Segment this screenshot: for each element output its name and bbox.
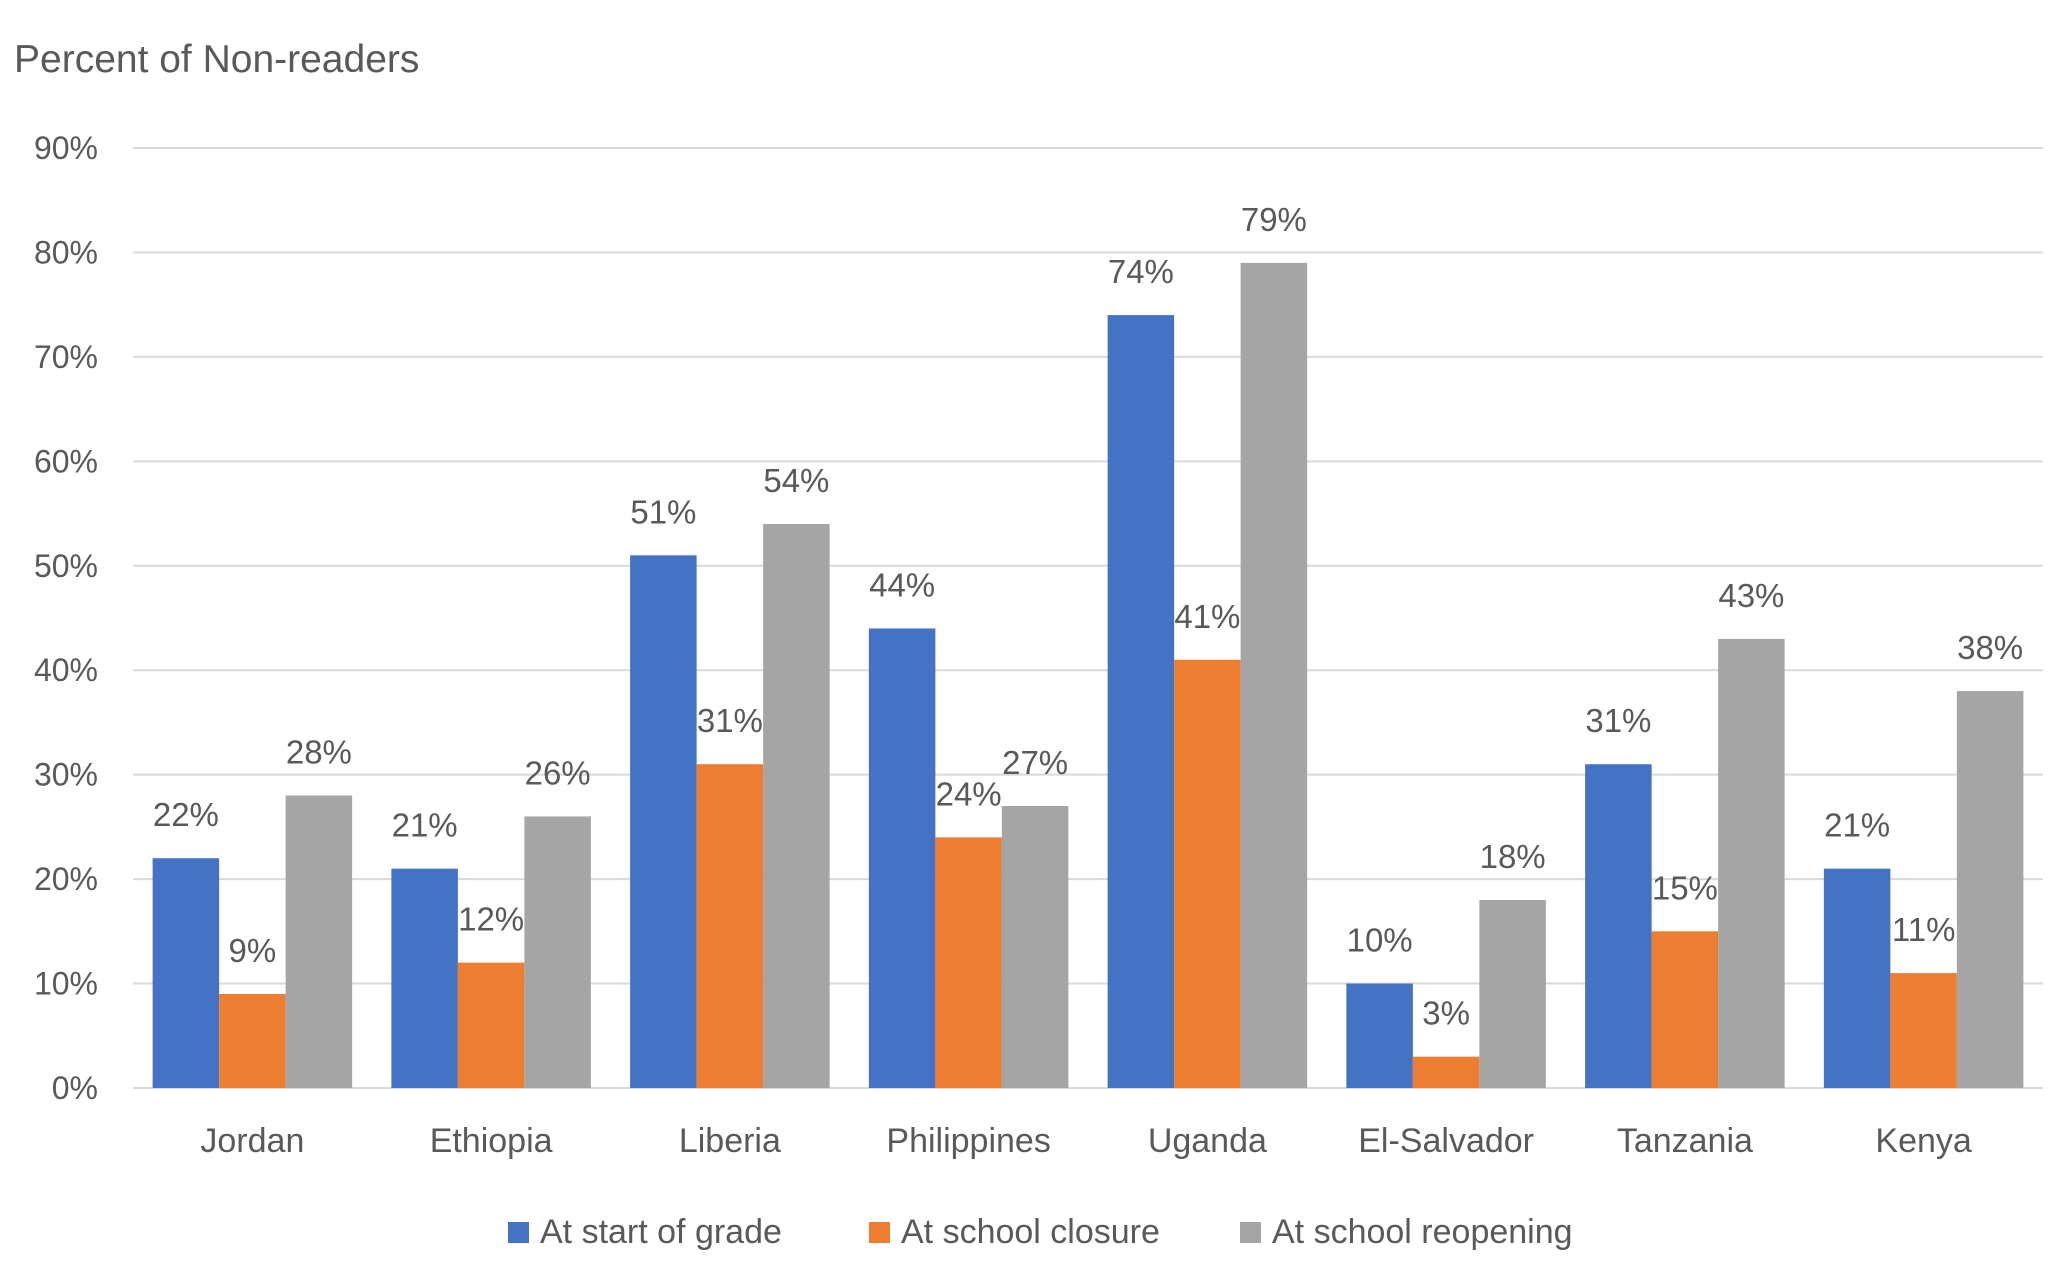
legend-swatch [508,1222,529,1243]
bar-tanzania-series-2 [1651,931,1719,1088]
y-tick-label: 50% [34,548,98,584]
bar-ethiopia-series-3 [524,816,591,1088]
y-tick-label: 20% [34,861,98,897]
data-label: 38% [1957,629,2023,666]
bar-philippines-series-2 [935,837,1002,1088]
data-label: 74% [1108,253,1174,290]
bar-liberia-series-3 [763,524,830,1088]
x-category-label: Kenya [1875,1122,1971,1160]
x-category-label: Liberia [679,1122,781,1160]
x-category-label: Uganda [1148,1122,1267,1160]
bar-kenya-series-2 [1890,973,1957,1088]
data-label: 9% [229,932,277,969]
x-axis-categories: Jordan Ethiopia Liberia Philippines Uganda El… [200,1122,1972,1160]
x-category-label: Ethiopia [430,1122,553,1160]
bar-liberia-series-2 [696,764,764,1088]
y-tick-label: 70% [34,339,98,375]
data-label: 27% [1002,744,1068,781]
data-label: 11% [1892,911,1956,948]
bar-jordan-series-2 [219,994,286,1088]
legend-label: At school reopening [1272,1213,1573,1251]
data-label: 44% [869,566,935,603]
data-label: 31% [1585,702,1651,739]
bar-el-salvador-series-2 [1412,1056,1480,1088]
y-tick-label: 60% [34,443,98,479]
bar-philippines-series-1 [868,628,936,1088]
bar-uganda-series-3 [1240,262,1308,1088]
data-label: 18% [1480,838,1546,875]
bars [152,262,2024,1089]
data-label: 54% [763,462,829,499]
x-category-label: El-Salvador [1358,1122,1534,1160]
legend-label: At school closure [901,1213,1160,1251]
data-label: 15% [1652,869,1718,906]
y-tick-label: 0% [52,1070,98,1106]
data-label: 21% [392,807,458,844]
bar-ethiopia-series-1 [391,868,458,1088]
y-tick-label: 90% [34,130,98,166]
y-tick-label: 30% [34,757,98,793]
bar-kenya-series-1 [1823,868,1891,1088]
y-tick-label: 10% [34,966,98,1002]
data-label: 31% [697,702,763,739]
data-label: 21% [1824,807,1890,844]
bar-jordan-series-3 [285,795,353,1088]
data-label: 10% [1347,922,1413,959]
data-labels: 22% 9% 28% 21% 12% 26% 51% 31% 54% 44% 24%27% 74% 41… [153,201,2023,1032]
data-label: 22% [153,796,219,833]
legend-swatch [1240,1222,1261,1243]
bar-liberia-series-1 [630,555,697,1088]
data-label: 43% [1718,577,1784,614]
data-label: 41% [1174,598,1240,635]
legend-label: At start of grade [540,1213,782,1251]
bar-kenya-series-3 [1956,691,2024,1088]
bar-tanzania-series-1 [1585,764,1652,1088]
data-label: 51% [630,493,696,530]
data-label: 28% [286,734,352,771]
data-label: 79% [1241,201,1307,238]
y-tick-label: 40% [34,652,98,688]
data-label: 26% [525,754,591,791]
chart-title: Percent of Non-readers [14,38,419,81]
x-category-label: Philippines [886,1122,1050,1160]
legend: At start of grade At school closure At sch… [508,1213,1573,1251]
x-category-label: Jordan [200,1122,304,1160]
bar-ethiopia-series-2 [457,962,525,1088]
y-tick-label: 80% [34,234,98,270]
legend-swatch [869,1222,890,1243]
bar-jordan-series-1 [152,858,220,1088]
bar-uganda-series-1 [1107,315,1175,1089]
x-category-label: Tanzania [1617,1122,1753,1160]
data-label: 24% [936,775,1002,812]
bar-tanzania-series-3 [1718,638,1785,1088]
bar-el-salvador-series-1 [1346,983,1413,1088]
bar-philippines-series-3 [1001,806,1069,1088]
data-label: 3% [1422,995,1470,1032]
data-label: 12% [458,901,524,938]
bar-uganda-series-2 [1174,659,1241,1088]
bar-el-salvador-series-3 [1479,900,1546,1088]
y-axis-ticks: 0% 10% 20% 30% 40% 50% 60% 70% 80% 90% [34,130,98,1106]
